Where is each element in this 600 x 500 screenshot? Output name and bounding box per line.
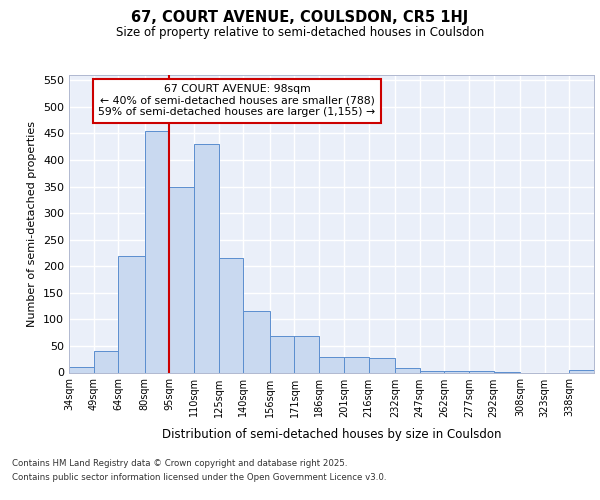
Bar [569, 370, 594, 372]
Bar [344, 356, 368, 372]
Bar [219, 258, 244, 372]
Bar [395, 368, 419, 372]
Bar [69, 367, 94, 372]
Bar [368, 358, 395, 372]
Bar [244, 312, 270, 372]
Text: Contains HM Land Registry data © Crown copyright and database right 2025.: Contains HM Land Registry data © Crown c… [12, 460, 347, 468]
Bar [169, 186, 194, 372]
Bar [270, 336, 295, 372]
Bar [118, 256, 145, 372]
X-axis label: Distribution of semi-detached houses by size in Coulsdon: Distribution of semi-detached houses by … [162, 428, 501, 441]
Text: 67 COURT AVENUE: 98sqm
← 40% of semi-detached houses are smaller (788)
59% of se: 67 COURT AVENUE: 98sqm ← 40% of semi-det… [98, 84, 376, 117]
Bar [295, 336, 319, 372]
Bar [419, 371, 444, 372]
Bar [145, 131, 169, 372]
Bar [194, 144, 219, 372]
Text: 67, COURT AVENUE, COULSDON, CR5 1HJ: 67, COURT AVENUE, COULSDON, CR5 1HJ [131, 10, 469, 25]
Text: Size of property relative to semi-detached houses in Coulsdon: Size of property relative to semi-detach… [116, 26, 484, 39]
Bar [94, 351, 118, 372]
Bar [319, 356, 344, 372]
Bar [444, 371, 469, 372]
Y-axis label: Number of semi-detached properties: Number of semi-detached properties [28, 120, 37, 327]
Text: Contains public sector information licensed under the Open Government Licence v3: Contains public sector information licen… [12, 473, 386, 482]
